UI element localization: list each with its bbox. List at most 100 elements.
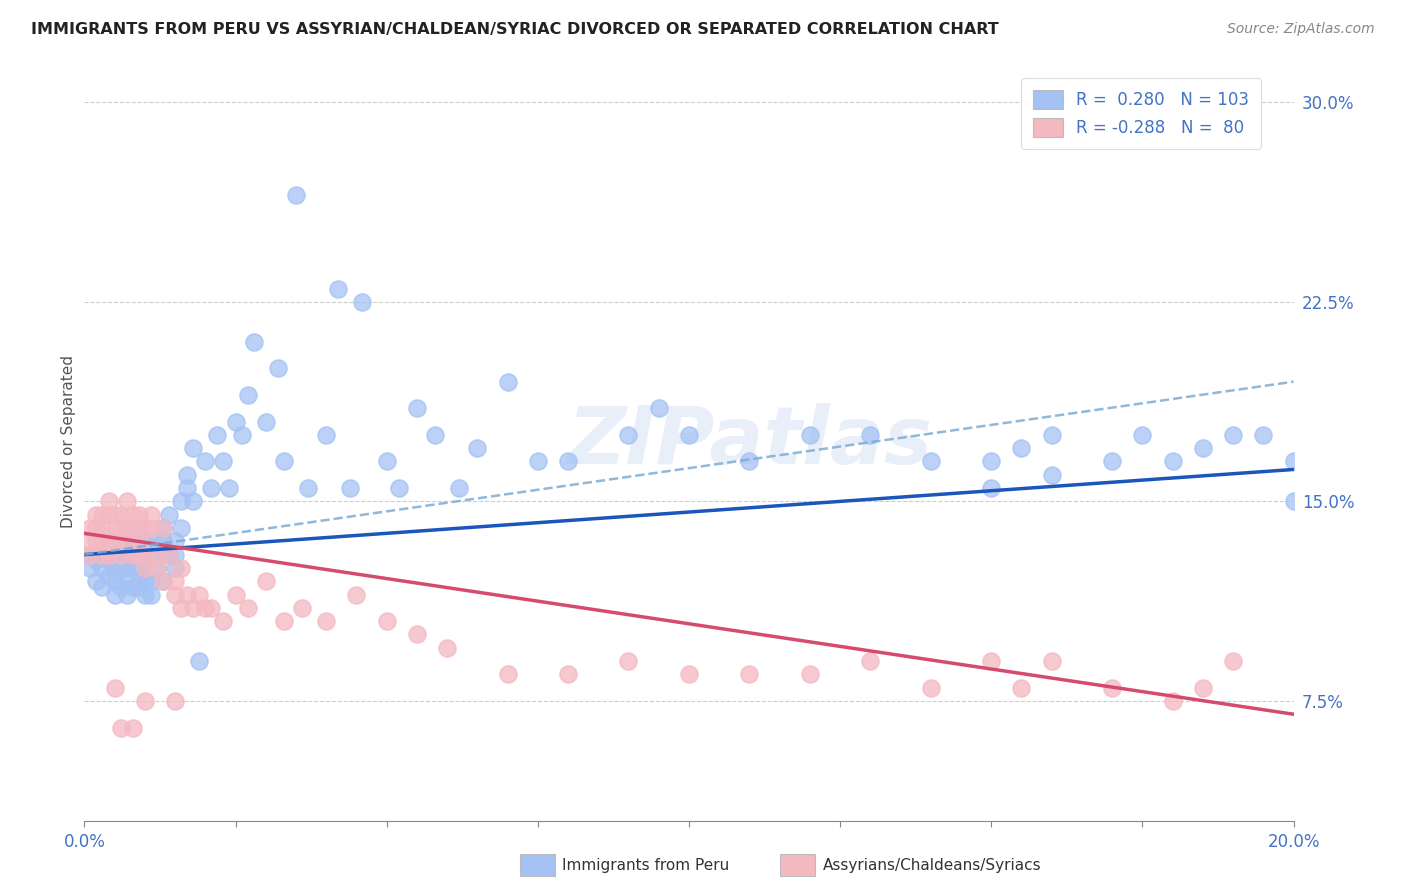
Point [980,654,1002,668]
Point [128,561,150,575]
Point [449,481,471,495]
Point [152,521,174,535]
Point [139,548,162,562]
Point [1011,681,1033,695]
Point [557,454,579,468]
Point [104,574,127,589]
Point [110,580,132,594]
Point [648,401,671,416]
Point [1101,454,1123,468]
Point [242,334,264,349]
Point [346,587,368,601]
Point [920,681,942,695]
Text: Immigrants from Peru: Immigrants from Peru [562,858,730,872]
Point [139,508,162,522]
Point [165,534,187,549]
Point [212,454,235,468]
Point [273,454,295,468]
Point [375,614,398,628]
Point [467,441,489,455]
Point [134,561,156,575]
Point [799,667,821,681]
Point [86,574,108,589]
Point [134,521,156,535]
Point [254,415,277,429]
Point [97,548,120,562]
Point [104,681,127,695]
Point [115,521,138,535]
Point [91,580,114,594]
Point [194,454,217,468]
Point [86,521,108,535]
Point [176,481,198,495]
Point [146,548,169,562]
Point [557,667,579,681]
Point [91,508,114,522]
Point [231,428,253,442]
Point [200,481,222,495]
Point [79,548,101,562]
Point [121,721,143,735]
Point [1040,467,1063,482]
Point [79,521,101,535]
Point [1161,694,1184,708]
Point [79,561,101,575]
Point [115,561,138,575]
Point [121,548,143,562]
Point [165,574,187,589]
Point [194,600,217,615]
Point [110,521,132,535]
Point [97,553,120,567]
Point [181,600,204,615]
Point [110,721,132,735]
Point [97,534,120,549]
Point [79,548,101,562]
Point [170,600,193,615]
Point [1130,428,1153,442]
Point [104,548,127,562]
Point [436,640,458,655]
Point [86,521,108,535]
Point [121,534,143,549]
Point [496,667,519,681]
Point [134,534,156,549]
Point [617,428,640,442]
Point [212,614,235,628]
Point [110,508,132,522]
Point [152,574,174,589]
Point [285,188,308,202]
Point [104,587,127,601]
Point [128,574,150,589]
Point [291,600,314,615]
Point [859,654,882,668]
Point [188,587,211,601]
Point [86,508,108,522]
Point [678,428,700,442]
Point [423,428,446,442]
Point [1101,681,1123,695]
Point [315,428,337,442]
Point [128,580,150,594]
Point [496,375,519,389]
Point [86,534,108,549]
Point [121,561,143,575]
Point [115,548,138,562]
Point [236,388,259,402]
Point [738,667,761,681]
Point [1011,441,1033,455]
Point [134,694,156,708]
Point [1192,441,1215,455]
Point [91,548,114,562]
Point [273,614,295,628]
Point [115,521,138,535]
Point [225,415,247,429]
Point [617,654,640,668]
Point [97,494,120,508]
Point [176,467,198,482]
Point [104,561,127,575]
Point [91,548,114,562]
Point [157,508,180,522]
Point [527,454,550,468]
Point [176,587,198,601]
Point [170,494,193,508]
